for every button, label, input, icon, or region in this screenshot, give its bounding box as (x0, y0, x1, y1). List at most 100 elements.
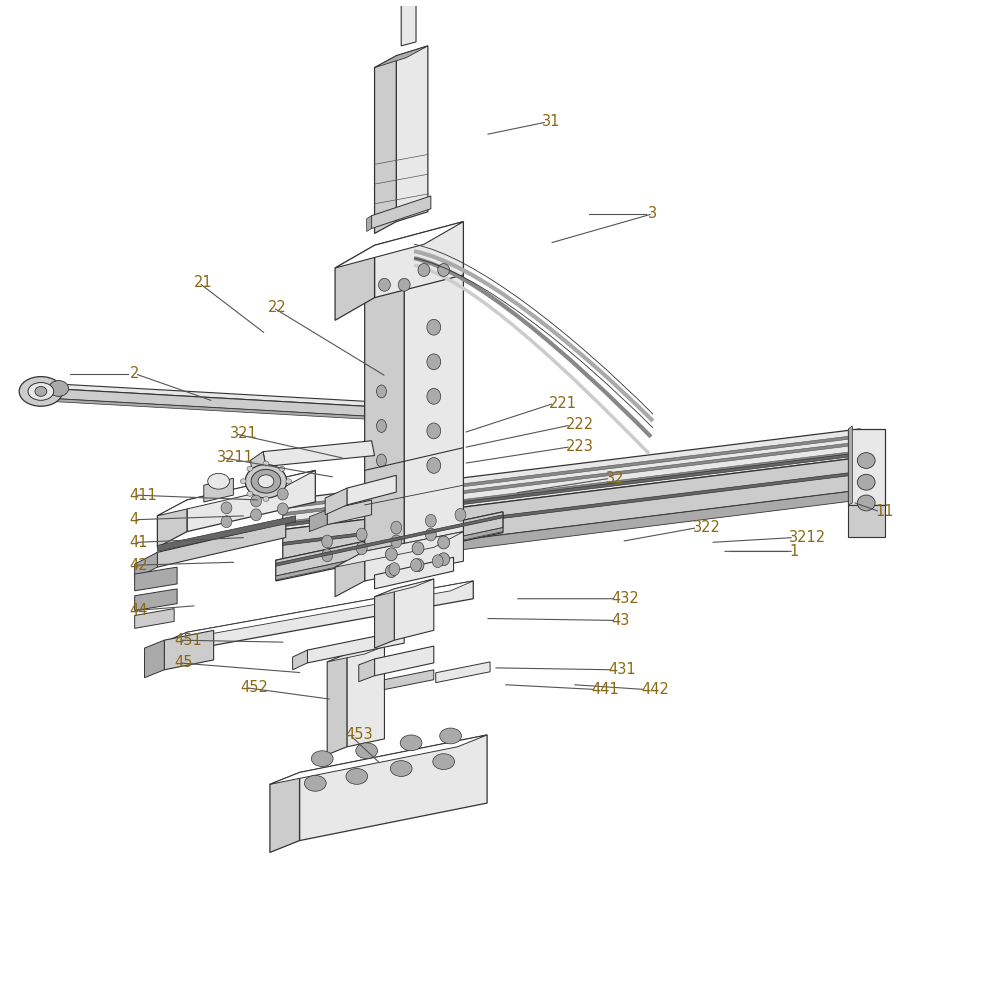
Text: 43: 43 (612, 613, 630, 628)
Polygon shape (157, 516, 296, 551)
Polygon shape (283, 458, 860, 562)
Text: 2: 2 (130, 366, 140, 381)
Polygon shape (335, 245, 374, 320)
Ellipse shape (426, 514, 437, 527)
Polygon shape (374, 579, 434, 597)
Ellipse shape (305, 775, 326, 791)
Polygon shape (276, 512, 503, 576)
Text: 451: 451 (174, 633, 202, 648)
Ellipse shape (391, 521, 402, 534)
Ellipse shape (277, 488, 288, 500)
Polygon shape (358, 659, 374, 682)
Polygon shape (204, 478, 234, 502)
Polygon shape (283, 471, 860, 545)
Text: 21: 21 (194, 275, 213, 290)
Ellipse shape (28, 383, 53, 400)
Text: 221: 221 (549, 396, 577, 411)
Text: 223: 223 (566, 439, 594, 454)
Polygon shape (335, 222, 463, 268)
Text: 322: 322 (692, 520, 721, 535)
Polygon shape (283, 435, 860, 509)
Polygon shape (325, 488, 346, 515)
Ellipse shape (400, 735, 422, 751)
Ellipse shape (418, 264, 430, 276)
Ellipse shape (390, 761, 412, 776)
Ellipse shape (247, 466, 252, 471)
Polygon shape (283, 453, 860, 527)
Ellipse shape (857, 474, 875, 490)
Ellipse shape (427, 423, 441, 439)
Ellipse shape (389, 563, 400, 576)
Polygon shape (276, 528, 503, 580)
Polygon shape (283, 442, 860, 516)
Ellipse shape (385, 548, 397, 561)
Text: 432: 432 (612, 591, 640, 606)
Ellipse shape (857, 453, 875, 468)
Ellipse shape (279, 491, 285, 496)
Ellipse shape (279, 466, 285, 471)
Polygon shape (157, 500, 187, 547)
Polygon shape (49, 384, 364, 406)
Polygon shape (145, 640, 164, 678)
Ellipse shape (427, 354, 441, 370)
Polygon shape (374, 589, 394, 648)
Ellipse shape (263, 461, 269, 466)
Polygon shape (283, 429, 860, 530)
Text: 3211: 3211 (217, 450, 253, 465)
Text: 11: 11 (875, 504, 894, 519)
Polygon shape (384, 670, 434, 690)
Polygon shape (374, 222, 463, 298)
Ellipse shape (250, 509, 261, 521)
Ellipse shape (35, 386, 47, 396)
Ellipse shape (427, 388, 441, 404)
Polygon shape (293, 650, 308, 670)
Ellipse shape (427, 319, 441, 335)
Polygon shape (157, 523, 286, 567)
Ellipse shape (438, 553, 449, 566)
Text: 3212: 3212 (789, 530, 827, 545)
Ellipse shape (356, 542, 367, 555)
Polygon shape (374, 56, 396, 233)
Ellipse shape (263, 497, 269, 501)
Ellipse shape (208, 473, 230, 489)
Polygon shape (135, 552, 157, 579)
Polygon shape (374, 646, 434, 676)
Ellipse shape (411, 559, 422, 572)
Ellipse shape (455, 508, 466, 521)
Text: 411: 411 (130, 488, 157, 503)
Text: 31: 31 (543, 114, 560, 129)
Ellipse shape (258, 475, 274, 488)
Polygon shape (135, 609, 174, 628)
Ellipse shape (346, 769, 367, 784)
Text: 453: 453 (345, 727, 372, 742)
Ellipse shape (322, 535, 333, 548)
Polygon shape (135, 589, 177, 611)
Polygon shape (848, 505, 885, 537)
Ellipse shape (247, 491, 252, 496)
Polygon shape (335, 532, 463, 567)
Polygon shape (308, 630, 404, 663)
Ellipse shape (438, 536, 449, 549)
Polygon shape (49, 398, 364, 419)
Ellipse shape (398, 278, 410, 291)
Ellipse shape (277, 503, 288, 515)
Polygon shape (374, 557, 453, 589)
Ellipse shape (412, 559, 424, 572)
Ellipse shape (312, 751, 333, 767)
Ellipse shape (356, 528, 367, 541)
Polygon shape (346, 646, 384, 747)
Ellipse shape (433, 754, 454, 770)
Ellipse shape (427, 458, 441, 473)
Polygon shape (394, 579, 434, 640)
Ellipse shape (49, 381, 68, 396)
Ellipse shape (438, 264, 449, 276)
Ellipse shape (378, 278, 390, 291)
Text: 452: 452 (241, 680, 268, 695)
Polygon shape (327, 646, 384, 662)
Text: 22: 22 (268, 300, 287, 315)
Polygon shape (164, 630, 214, 670)
Ellipse shape (286, 479, 292, 484)
Ellipse shape (433, 555, 444, 568)
Polygon shape (187, 470, 316, 532)
Text: 431: 431 (609, 662, 637, 677)
